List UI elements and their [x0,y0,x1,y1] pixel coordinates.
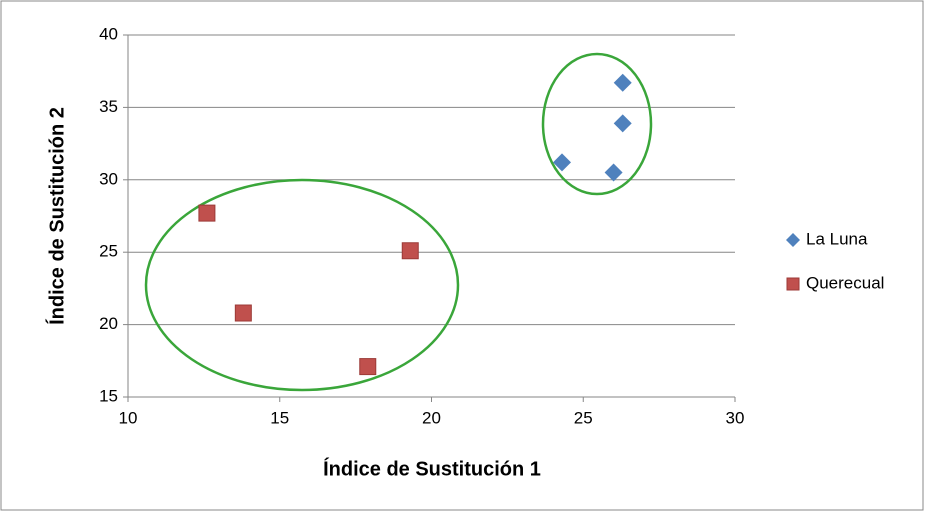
cluster-ellipse [144,178,460,392]
grid [123,34,736,402]
y-tick-label: 40 [99,24,118,43]
x-tick-label: 25 [574,408,593,427]
point [359,358,377,376]
x-axis-title: Índice de Sustitución 1 [323,457,541,480]
point [613,73,632,92]
point [604,163,623,182]
point [553,153,572,172]
y-tick-label: 15 [99,386,118,405]
plot [198,73,800,376]
y-tick-label: 30 [99,169,118,188]
legend-label: Querecual [806,273,884,292]
x-tick-label: 15 [270,408,289,427]
point [198,204,216,222]
y-tick-label: 35 [99,97,118,116]
legend-label: La Luna [806,229,868,248]
point [401,242,419,260]
point [613,114,632,133]
y-axis-title: Índice de Sustitución 2 [45,107,68,325]
legend-swatch [786,277,800,291]
cluster-ellipse [541,52,653,196]
y-tick-label: 25 [99,242,118,261]
y-tick-label: 20 [99,314,118,333]
point [234,304,252,322]
legend-swatch [786,233,800,247]
x-tick-label: 20 [422,408,441,427]
x-tick-label: 30 [726,408,745,427]
x-tick-label: 10 [119,408,138,427]
